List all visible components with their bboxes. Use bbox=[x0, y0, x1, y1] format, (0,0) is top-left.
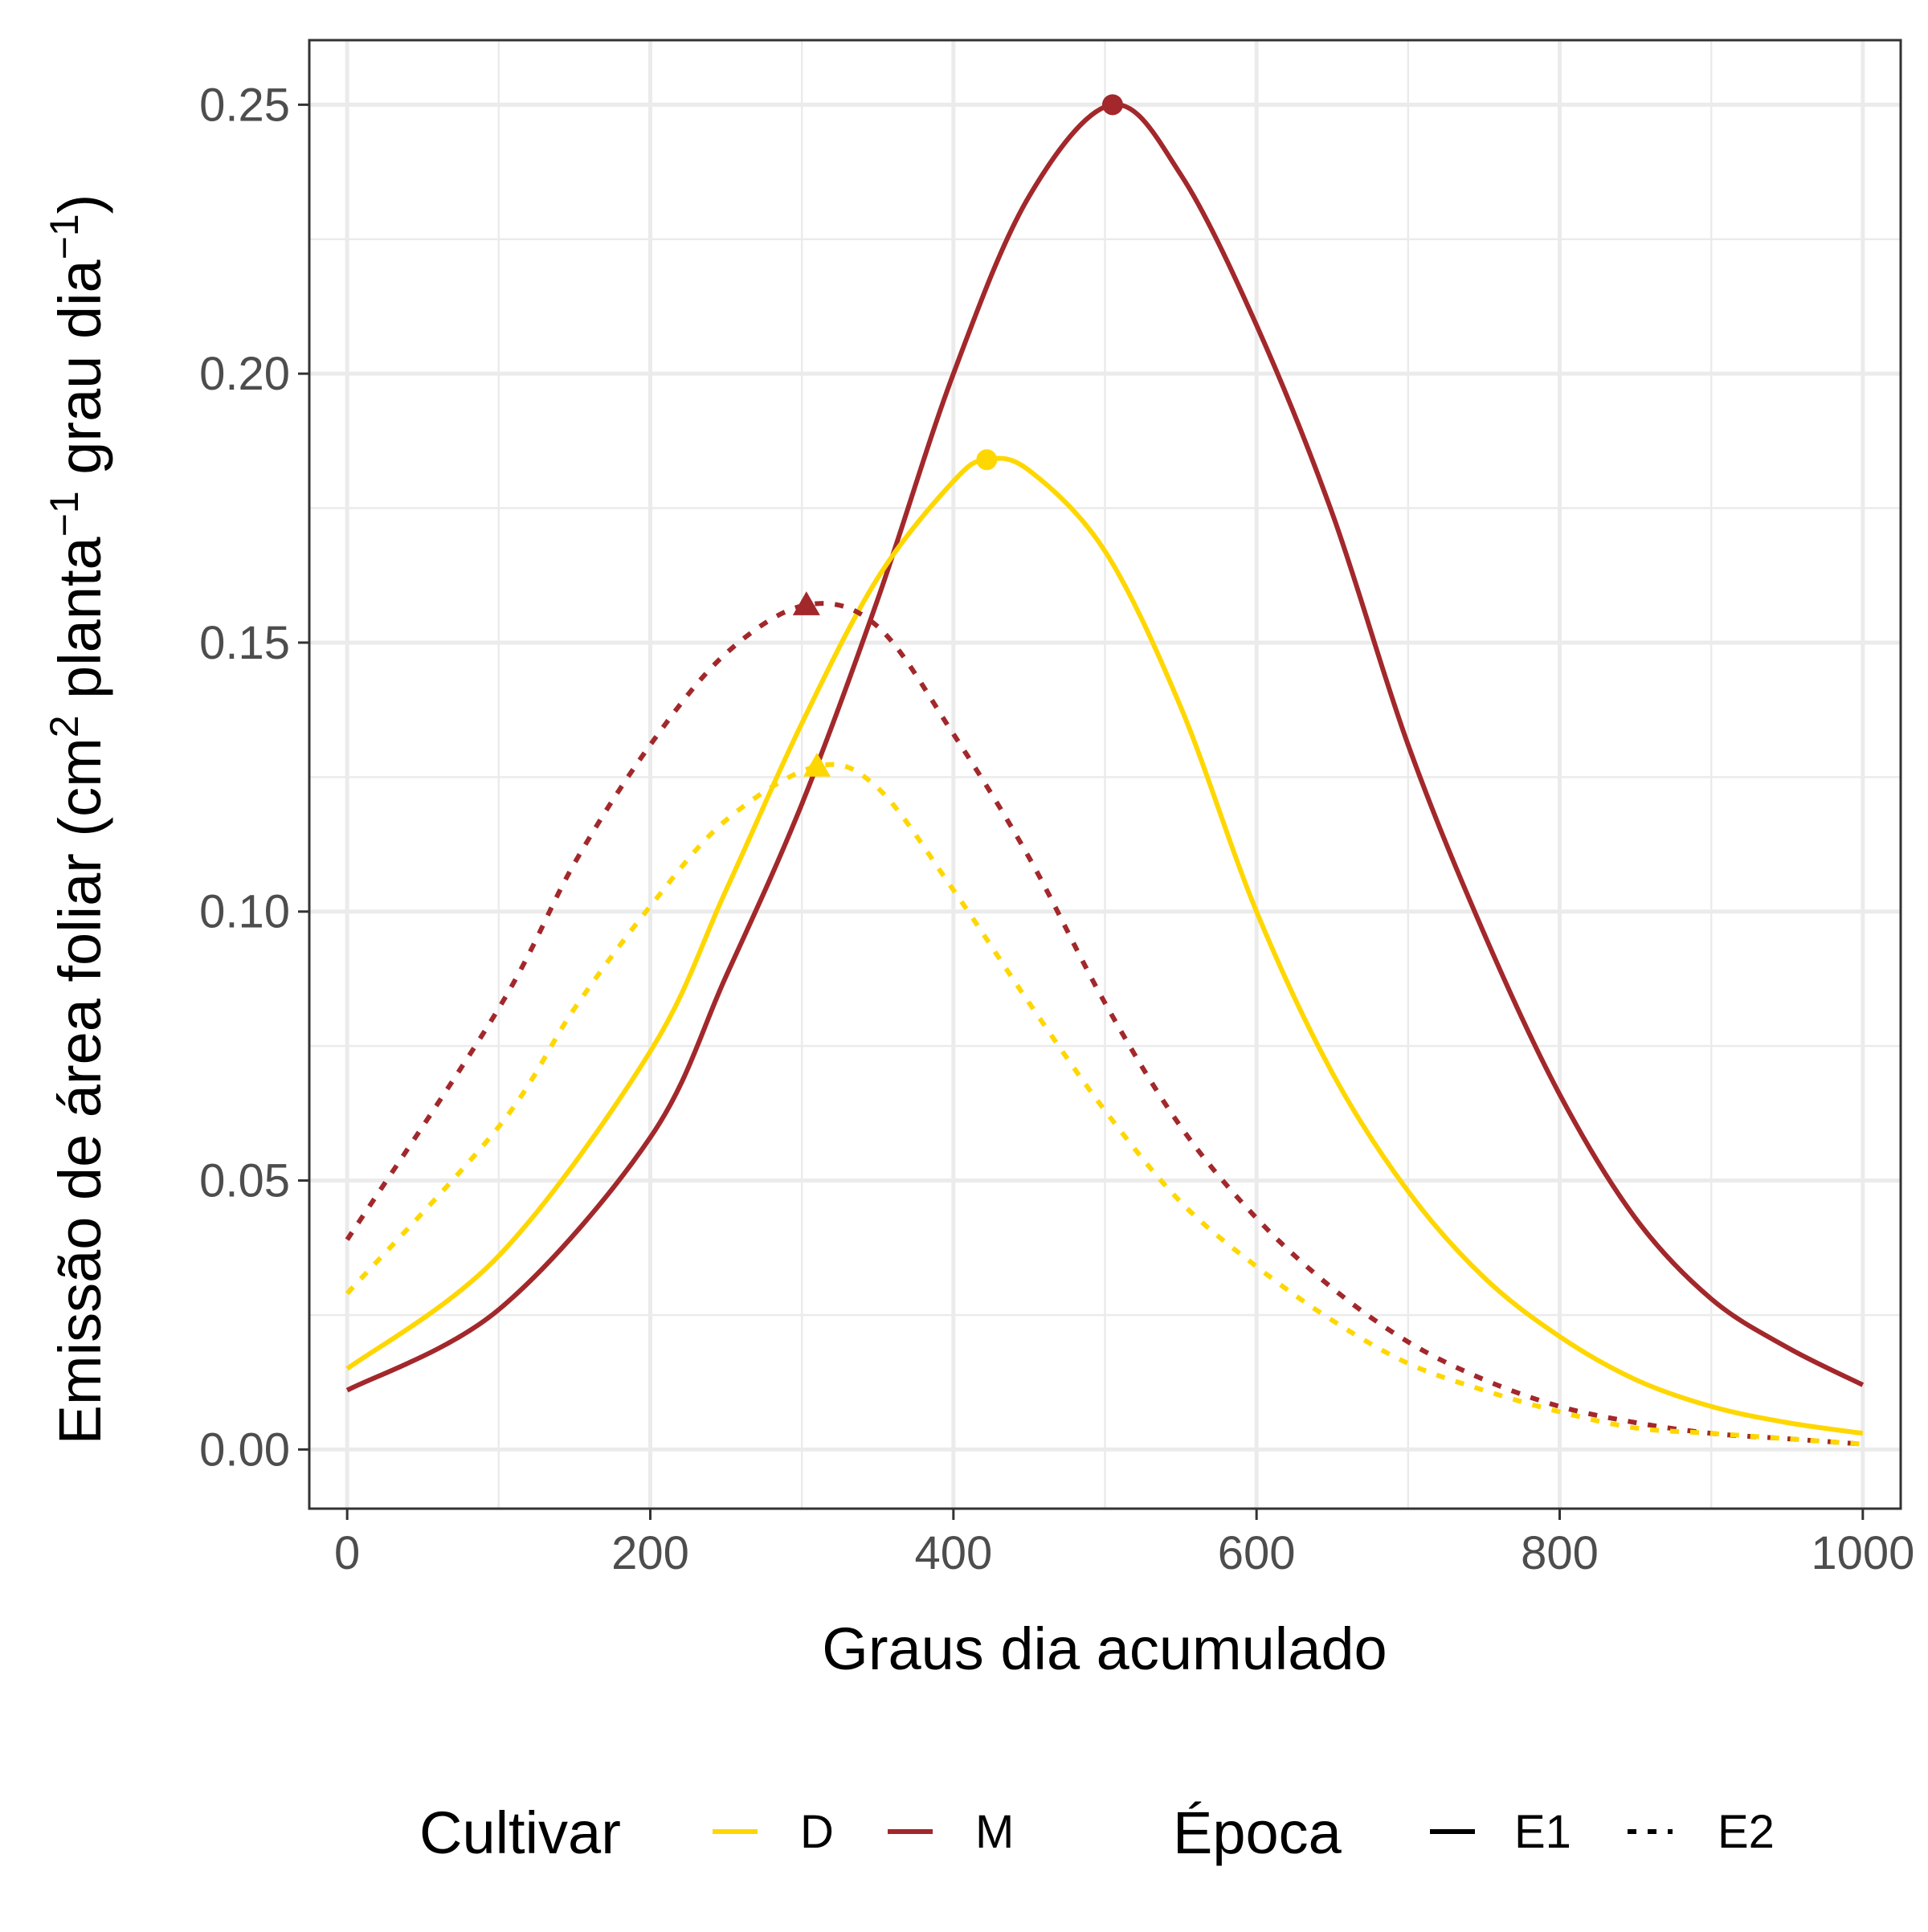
x-tick-label: 0 bbox=[334, 1527, 360, 1579]
x-tick-label: 200 bbox=[611, 1527, 689, 1579]
x-axis-ticks: 0 200 400 600 800 1000 bbox=[334, 1509, 1914, 1579]
y-tick-label: 0.15 bbox=[199, 617, 290, 669]
peak-marker-m-e1 bbox=[1101, 94, 1123, 116]
y-tick-label: 0.05 bbox=[199, 1155, 290, 1207]
y-axis-title-superscript: −1 bbox=[42, 214, 87, 259]
y-tick-label: 0.10 bbox=[199, 886, 290, 938]
y-axis-title-superscript: 2 bbox=[42, 715, 87, 737]
y-axis-title-part: Emissão de área foliar (cm bbox=[47, 737, 113, 1444]
y-axis-title-superscript: −1 bbox=[42, 491, 87, 537]
series-lines bbox=[345, 102, 1865, 1447]
series-line-m-e1 bbox=[345, 102, 1865, 1393]
y-axis-title-part: ) bbox=[47, 194, 113, 214]
y-axis-title: Emissão de área foliar (cm2 planta−1 gra… bbox=[42, 194, 113, 1445]
legend-label-m: M bbox=[975, 1806, 1014, 1858]
x-axis-title: Graus dia acumulado bbox=[822, 1615, 1387, 1682]
peak-marker-d-e1 bbox=[976, 449, 998, 471]
legend-label-d: D bbox=[800, 1806, 834, 1858]
legend-title-epoca: Época bbox=[1173, 1799, 1342, 1866]
legend-label-e1: E1 bbox=[1514, 1806, 1571, 1858]
y-tick-label: 0.00 bbox=[199, 1423, 290, 1476]
y-tick-label: 0.20 bbox=[199, 348, 290, 400]
x-tick-label: 800 bbox=[1521, 1527, 1599, 1579]
x-tick-label: 600 bbox=[1218, 1527, 1296, 1579]
y-axis-title-part: grau dia bbox=[47, 259, 113, 491]
x-tick-label: 400 bbox=[914, 1527, 992, 1579]
legend-title-cultivar: Cultivar bbox=[419, 1799, 621, 1866]
series-line-d-e1 bbox=[345, 455, 1864, 1436]
x-tick-label: 1000 bbox=[1811, 1527, 1914, 1579]
peak-marker-d-e2 bbox=[803, 752, 831, 777]
y-axis-title-part: planta bbox=[47, 536, 113, 715]
peak-markers bbox=[792, 94, 1123, 777]
legend: Cultivar D M Época E1 E2 bbox=[419, 1799, 1775, 1866]
y-tick-label: 0.25 bbox=[199, 79, 290, 131]
legend-label-e2: E2 bbox=[1718, 1806, 1775, 1858]
series-line-d-e2 bbox=[345, 762, 1864, 1447]
peak-marker-m-e2 bbox=[792, 591, 820, 615]
panel-border bbox=[308, 39, 1902, 1510]
y-axis-ticks: 0.00 0.05 0.10 0.15 0.20 0.25 bbox=[199, 79, 309, 1476]
series-line-m-e2 bbox=[345, 601, 1864, 1447]
